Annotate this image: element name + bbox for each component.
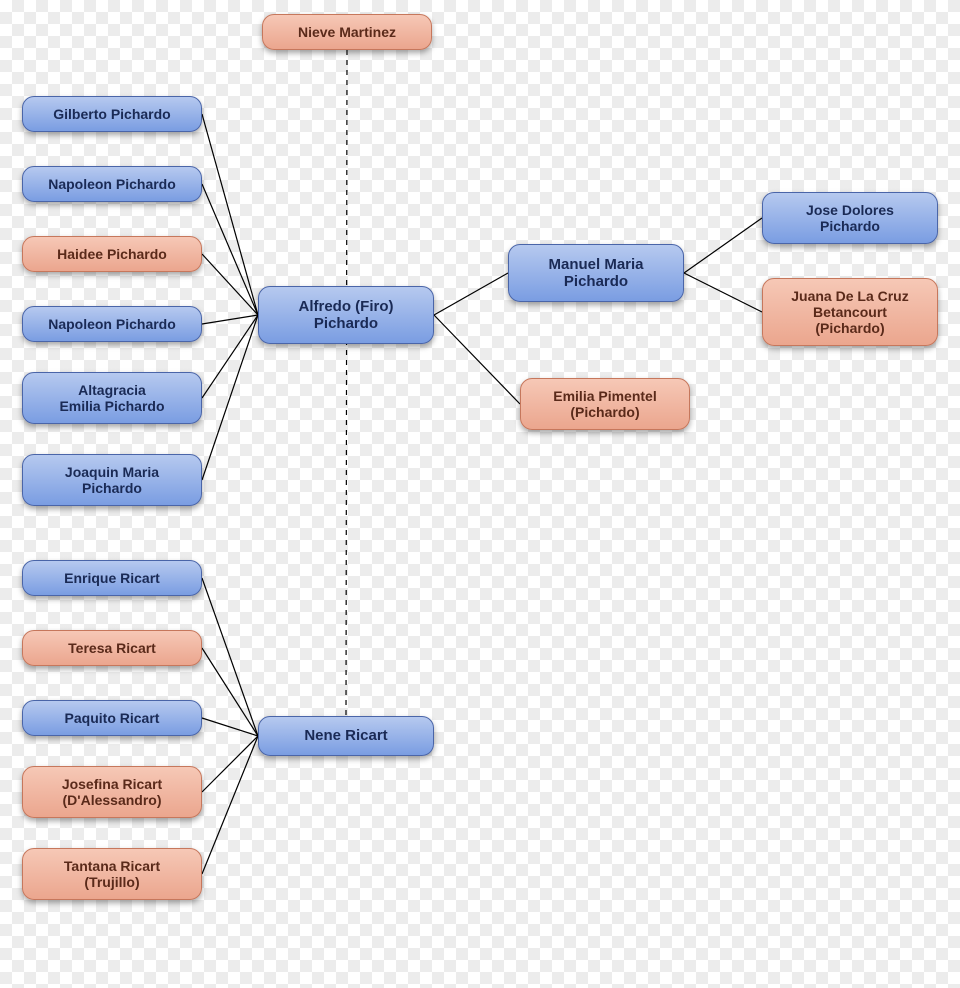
node-label: Nene Ricart [304,727,387,744]
node-label: Enrique Ricart [64,570,160,586]
node-jose[interactable]: Jose Dolores Pichardo [762,192,938,244]
node-tantana[interactable]: Tantana Ricart (Trujillo) [22,848,202,900]
node-alfredo[interactable]: Alfredo (Firo) Pichardo [258,286,434,344]
node-label: Napoleon Pichardo [48,176,176,192]
node-nieve[interactable]: Nieve Martinez [262,14,432,50]
node-joaquin[interactable]: Joaquin Maria Pichardo [22,454,202,506]
node-paquito[interactable]: Paquito Ricart [22,700,202,736]
node-label: Alfredo (Firo) Pichardo [299,298,394,333]
node-altagracia[interactable]: Altagracia Emilia Pichardo [22,372,202,424]
node-label: Nieve Martinez [298,24,396,40]
node-label: Josefina Ricart (D'Alessandro) [62,776,162,808]
node-teresa[interactable]: Teresa Ricart [22,630,202,666]
node-label: Manuel Maria Pichardo [548,256,643,291]
node-label: Paquito Ricart [65,710,160,726]
node-label: Jose Dolores Pichardo [806,202,894,234]
node-manuel[interactable]: Manuel Maria Pichardo [508,244,684,302]
node-enrique[interactable]: Enrique Ricart [22,560,202,596]
node-emiliap[interactable]: Emilia Pimentel (Pichardo) [520,378,690,430]
node-josefina[interactable]: Josefina Ricart (D'Alessandro) [22,766,202,818]
node-label: Tantana Ricart (Trujillo) [64,858,160,890]
node-label: Joaquin Maria Pichardo [65,464,159,496]
node-napoleon1[interactable]: Napoleon Pichardo [22,166,202,202]
node-label: Emilia Pimentel (Pichardo) [553,388,656,420]
node-label: Napoleon Pichardo [48,316,176,332]
node-label: Juana De La Cruz Betancourt (Pichardo) [791,288,908,336]
node-label: Teresa Ricart [68,640,156,656]
node-juana[interactable]: Juana De La Cruz Betancourt (Pichardo) [762,278,938,346]
node-nene[interactable]: Nene Ricart [258,716,434,756]
node-gilberto[interactable]: Gilberto Pichardo [22,96,202,132]
node-label: Haidee Pichardo [57,246,167,262]
node-label: Altagracia Emilia Pichardo [59,382,164,414]
node-haidee[interactable]: Haidee Pichardo [22,236,202,272]
node-napoleon2[interactable]: Napoleon Pichardo [22,306,202,342]
node-label: Gilberto Pichardo [53,106,170,122]
family-tree-canvas: Nieve Martinez Gilberto Pichardo Napoleon … [0,0,960,988]
